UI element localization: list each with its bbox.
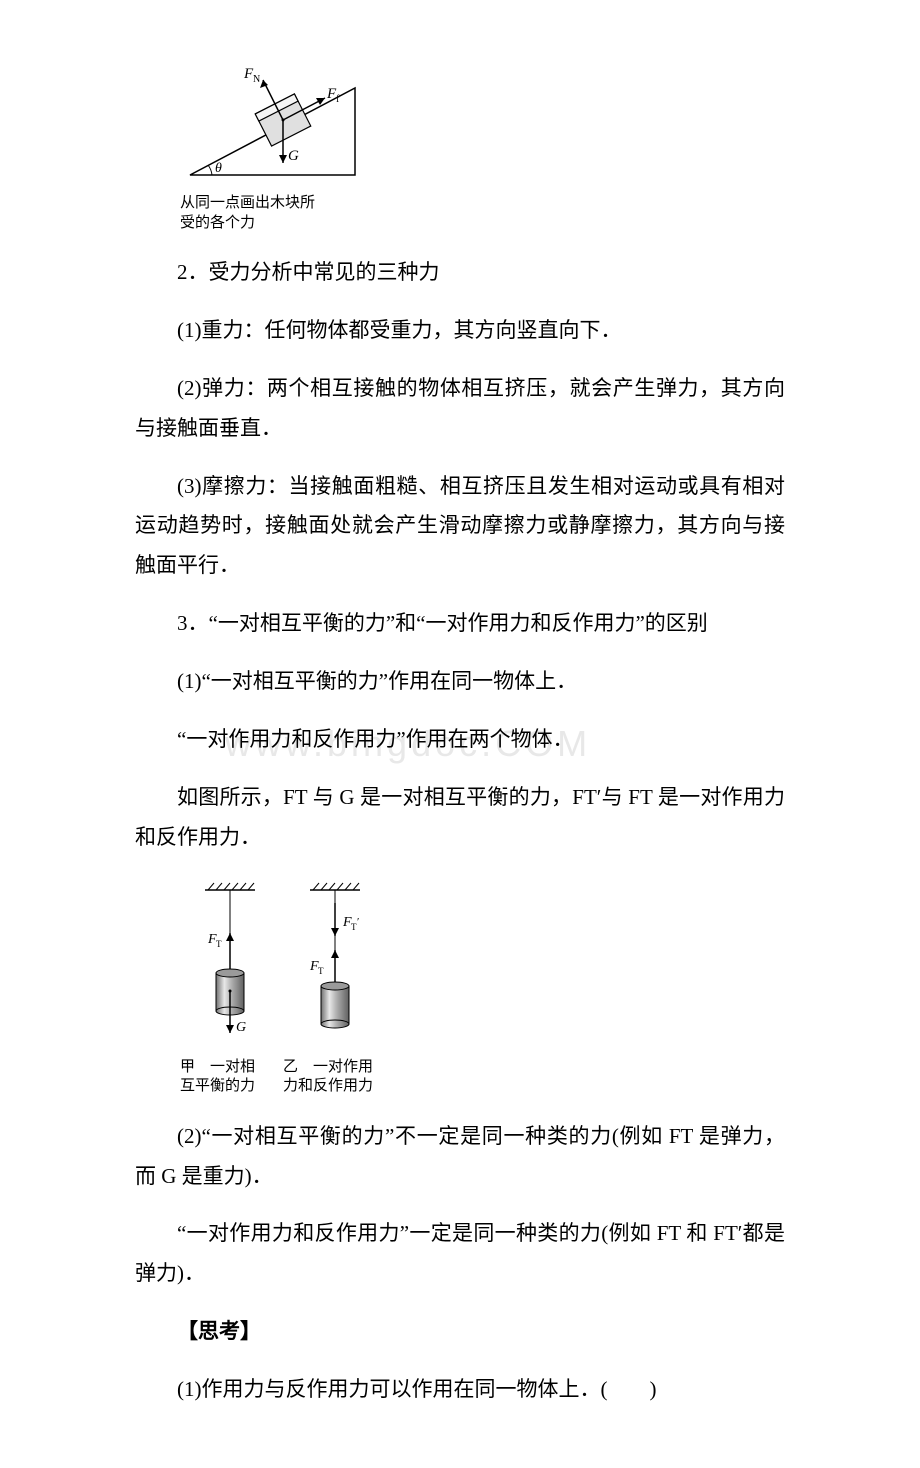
theta-label: θ bbox=[215, 161, 222, 176]
section3-heading: 3．“一对相互平衡的力”和“一对作用力和反作用力”的区别 bbox=[135, 604, 785, 644]
thinking-q1: (1)作用力与反作用力可以作用在同一物体上．( ) bbox=[135, 1370, 785, 1410]
figure2-caption-right-1: 乙 一对作用 bbox=[283, 1058, 373, 1078]
inclined-plane-diagram: θ F N F f bbox=[180, 60, 380, 190]
ft-right-sub: T bbox=[318, 966, 324, 976]
figure2-caption-right: 乙 一对作用 力和反作用力 bbox=[283, 1058, 373, 1097]
figure1-caption-line2: 受的各个力 bbox=[180, 214, 785, 234]
g-left-label: G bbox=[236, 1020, 246, 1035]
hanging-cylinders-diagram: F T G bbox=[180, 878, 420, 1058]
ft-left-sub: T bbox=[216, 939, 222, 949]
figure2-captions: 甲 一对相 互平衡的力 乙 一对作用 力和反作用力 bbox=[180, 1058, 785, 1097]
section3-item1b: “一对作用力和反作用力”作用在两个物体． bbox=[135, 720, 785, 760]
thinking-heading: 【思考】 bbox=[135, 1312, 785, 1352]
section3-desc: 如图所示，FT 与 G 是一对相互平衡的力，FT′与 FT 是一对作用力和反作用… bbox=[135, 778, 785, 858]
section2-item3: (3)摩擦力：当接触面粗糙、相互挤压且发生相对运动或具有相对运动趋势时，接触面处… bbox=[135, 467, 785, 587]
section3-item2b: “一对作用力和反作用力”一定是同一种类的力(例如 FT 和 FT′都是弹力)． bbox=[135, 1214, 785, 1294]
section2-heading: 2．受力分析中常见的三种力 bbox=[135, 253, 785, 293]
section2-item1: (1)重力：任何物体都受重力，其方向竖直向下． bbox=[135, 311, 785, 351]
section3-item1a: (1)“一对相互平衡的力”作用在同一物体上． bbox=[135, 662, 785, 702]
figure-hanging-cylinders: F T G bbox=[180, 878, 785, 1097]
section3-item2a: (2)“一对相互平衡的力”不一定是同一种类的力(例如 FT 是弹力，而 G 是重… bbox=[135, 1117, 785, 1197]
figure1-caption-line1: 从同一点画出木块所 bbox=[180, 194, 785, 214]
figure2-caption-right-2: 力和反作用力 bbox=[283, 1077, 373, 1097]
figure2-caption-left-1: 甲 一对相 bbox=[180, 1058, 255, 1078]
g-label: G bbox=[288, 148, 299, 164]
fn-sub-label: N bbox=[253, 74, 260, 85]
figure2-caption-left-2: 互平衡的力 bbox=[180, 1077, 255, 1097]
figure2-caption-left: 甲 一对相 互平衡的力 bbox=[180, 1058, 255, 1097]
figure1-caption: 从同一点画出木块所 受的各个力 bbox=[180, 194, 785, 233]
ft-prime-mark: ′ bbox=[357, 916, 359, 928]
section2-item2: (2)弹力：两个相互接触的物体相互挤压，就会产生弹力，其方向与接触面垂直． bbox=[135, 369, 785, 449]
figure-inclined-plane: θ F N F f bbox=[180, 60, 785, 233]
